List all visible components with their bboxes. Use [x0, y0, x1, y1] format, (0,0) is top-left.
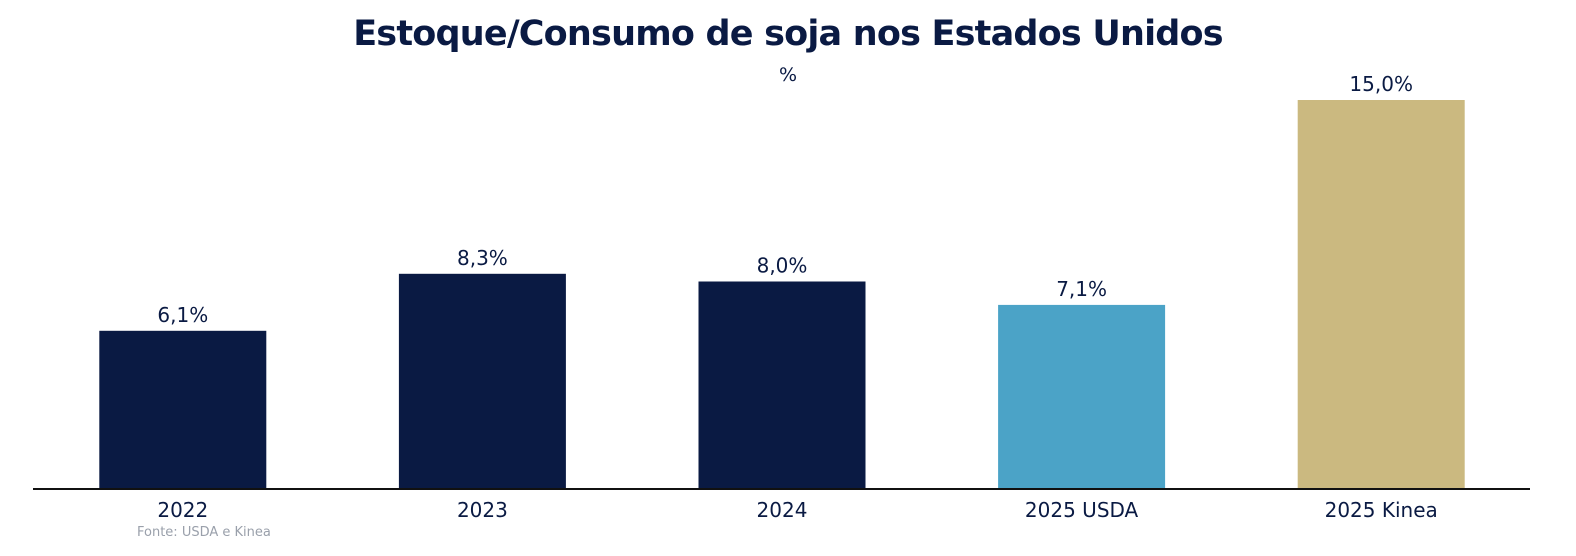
x-tick-label: 2023 [457, 498, 508, 522]
data-label: 6,1% [157, 303, 208, 327]
data-label: 8,3% [457, 246, 508, 270]
x-tick-label: 2022 [157, 498, 208, 522]
data-label: 8,0% [757, 254, 808, 278]
bar-2022 [99, 330, 267, 489]
bars-layer [99, 100, 1465, 489]
x-tick-labels: 2022 2023 2024 2025 USDA 2025 Kinea [157, 498, 1437, 522]
bar-2024 [698, 281, 866, 489]
bar-2025-usda [998, 304, 1166, 489]
labels-layer: 6,1% 8,3% 8,0% 7,1% 15,0% [157, 72, 1413, 327]
x-tick-label: 2025 Kinea [1325, 498, 1438, 522]
bar-2025-kinea [1297, 100, 1465, 489]
data-label: 15,0% [1349, 72, 1413, 96]
x-tick-label: 2024 [757, 498, 808, 522]
chart-unit-label: % [778, 64, 798, 86]
x-tick-label: 2025 USDA [1025, 498, 1139, 522]
source-note: Fonte: USDA e Kinea [137, 525, 271, 540]
bar-2023 [398, 273, 566, 489]
data-label: 7,1% [1056, 277, 1107, 301]
chart-title: Estoque/Consumo de soja nos Estados Unid… [353, 14, 1223, 54]
